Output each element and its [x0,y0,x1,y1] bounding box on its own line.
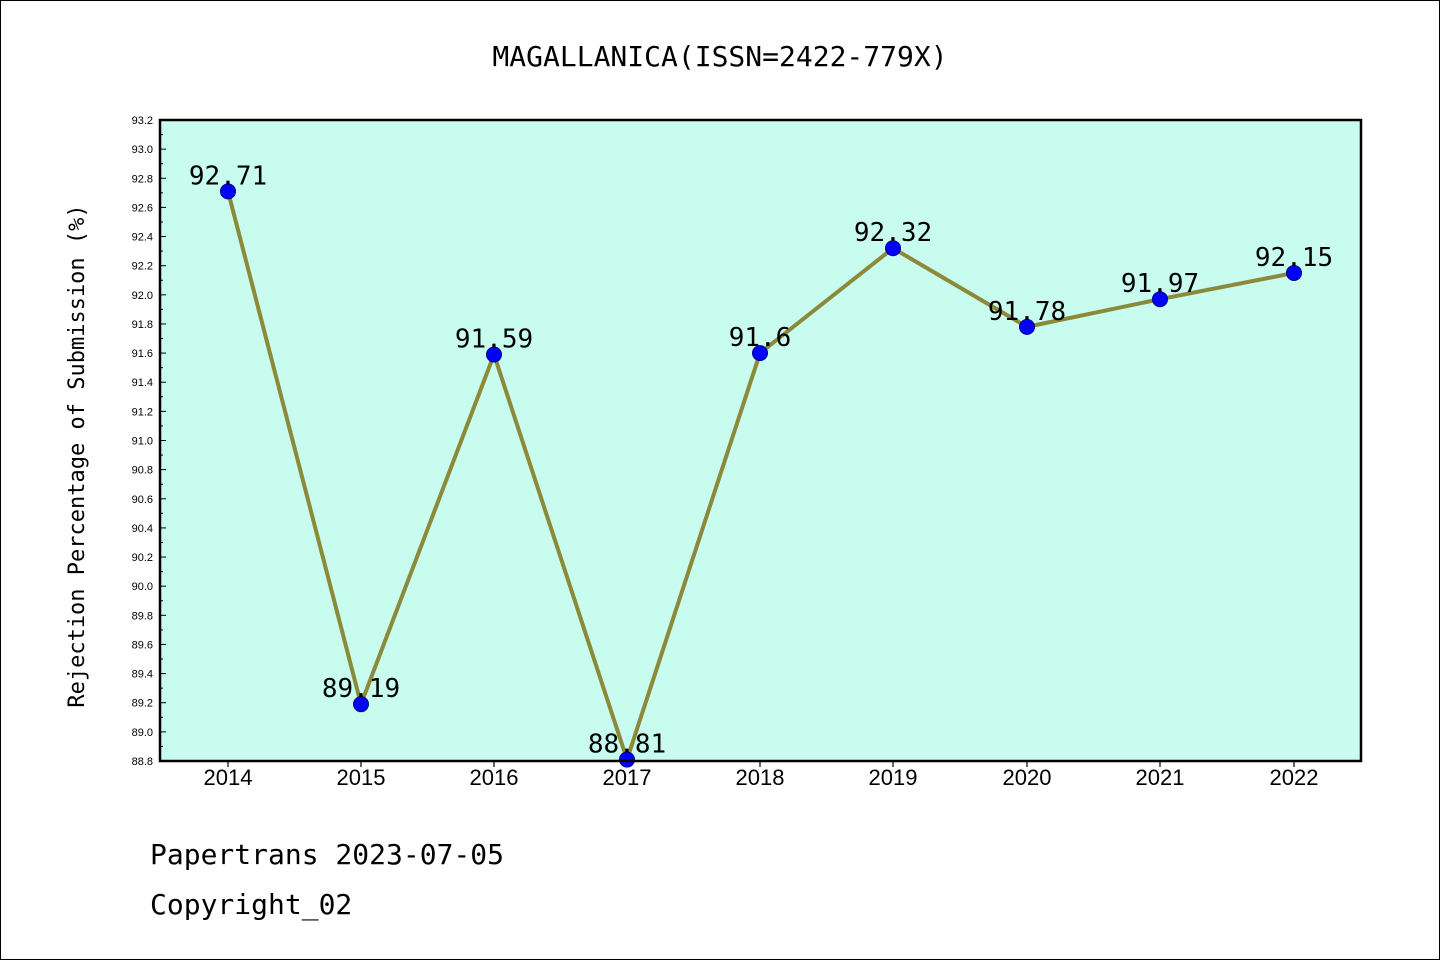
data-point [353,696,369,713]
data-label: 92.32 [854,218,932,248]
series-layer: 92.71 89.19 91.59 88.81 91.6 92.32 91.78 91.97 9… [189,161,1333,768]
y-tick-label: 93.0 [132,144,153,156]
data-label: 92.15 [1255,243,1333,273]
data-label: 91.78 [988,297,1066,327]
footer-date: Papertrans 2023-07-05 [150,838,504,871]
y-tick-label: 89.4 [132,669,153,681]
chart-title: MAGALLANICA(ISSN=2422-779X) [492,40,947,73]
y-tick-label: 91.6 [132,348,153,360]
y-tick-label: 89.0 [132,727,153,739]
x-tick-label: 2018 [736,765,785,790]
y-tick-label: 89.8 [132,610,153,622]
data-label: 88.81 [588,730,666,760]
data-label: 89.19 [322,674,400,704]
y-tick-label: 92.4 [132,232,153,244]
y-tick-label: 92.8 [132,173,153,185]
data-point [486,346,502,363]
y-tick-label: 92.2 [132,261,153,273]
data-point [619,751,635,768]
x-tick-label: 2016 [470,765,519,790]
data-point [1152,291,1168,308]
plot-area [160,120,1361,761]
y-tick-label: 90.8 [132,465,153,477]
data-point [1019,318,1035,335]
data-point [1286,264,1302,281]
x-tick-label: 2021 [1136,765,1185,790]
y-tick-label: 89.2 [132,698,153,710]
axis-ticks: 88.8 89.0 89.2 89.4 89.6 89.8 90.0 90.2 90.4 90.6… [132,115,1319,790]
footer-copyright: Copyright_02 [150,888,352,922]
y-tick-label: 89.6 [132,639,153,651]
y-axis-label: Rejection Percentage of Submission (%) [65,204,90,707]
x-tick-label: 2019 [869,765,918,790]
y-tick-label: 88.8 [132,756,153,768]
y-tick-label: 90.0 [132,581,153,593]
y-tick-label: 92.0 [132,290,153,302]
y-tick-label: 92.6 [132,202,153,214]
x-tick-label: 2014 [204,765,253,790]
x-tick-label: 2017 [603,765,652,790]
y-tick-label: 91.2 [132,406,153,418]
y-tick-label: 90.6 [132,494,153,506]
y-tick-label: 91.0 [132,436,153,448]
x-tick-label: 2020 [1003,765,1052,790]
x-tick-label: 2015 [337,765,386,790]
y-tick-label: 91.4 [132,377,153,389]
data-label: 91.59 [455,325,533,355]
data-point [220,183,236,200]
data-label: 91.97 [1121,269,1199,299]
y-tick-label: 91.8 [132,319,153,331]
x-tick-label: 2022 [1270,765,1319,790]
data-point [752,345,768,362]
y-tick-label: 90.4 [132,523,153,535]
y-tick-label: 93.2 [132,115,153,127]
y-tick-label: 90.2 [132,552,153,564]
data-label: 92.71 [189,161,267,191]
plot-border [158,118,1363,763]
data-point [885,240,901,257]
data-label: 91.6 [729,323,792,353]
